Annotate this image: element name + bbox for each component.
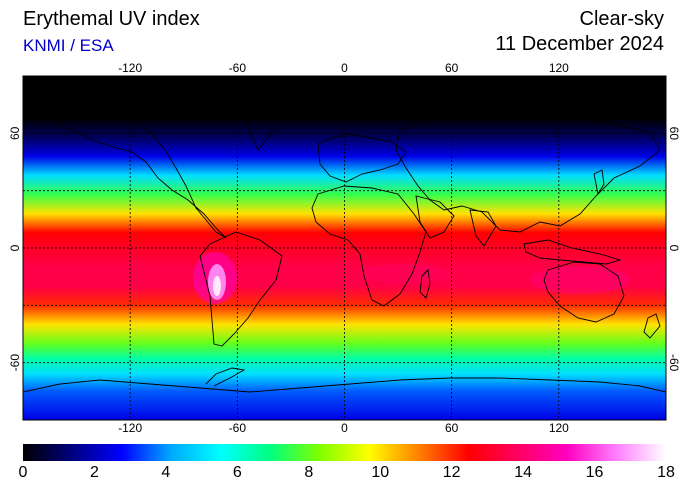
colorbar-tick-label: 4 [161,464,171,481]
latitude-labels-left: 60 0 -60 [8,126,22,371]
longitude-tick-label: 120 [549,61,569,75]
indonesia-coast [523,239,622,265]
longitude-tick-label: 60 [445,421,459,435]
madagascar-coast [419,269,431,299]
south-america-coast [199,231,283,347]
colorbar-tick-label: 16 [585,464,604,481]
colorbar-tick-label: 12 [442,464,461,481]
india-coast [469,209,497,247]
australia-coast [543,261,625,323]
map-title: Erythemal UV index [23,8,200,30]
andes-peak-uv [213,276,221,296]
colorbar-tick-label: 18 [657,464,675,481]
africa-high-uv [359,264,451,284]
latitude-labels-right: 60 0 -60 [667,127,681,372]
longitude-tick-label: -60 [229,61,247,75]
colorbar-tick-label: 6 [232,464,242,481]
japan-coast [593,169,605,196]
colorbar [23,444,666,461]
greenland-coast [239,85,301,151]
antarctica-coast [23,377,666,393]
longitude-tick-label: -120 [118,61,142,75]
longitude-tick-label: -60 [229,421,247,435]
latitude-tick-label: 60 [8,126,22,140]
graticule [23,76,666,420]
colorbar-tick-label: 0 [18,464,28,481]
latitude-tick-label: -60 [667,354,681,372]
data-source: KNMI / ESA [23,36,114,55]
sky-mode: Clear-sky [579,8,664,30]
europe-coast [317,133,407,183]
australia-high-uv [530,266,630,294]
map-panel [22,75,667,421]
map-date: 11 December 2024 [495,33,664,55]
map-frame [22,75,667,421]
colorbar-tick-label: 10 [371,464,390,481]
new-zealand-coast [643,313,661,339]
longitude-tick-label: 60 [445,61,459,75]
longitude-labels-top: -120 -60 0 60 120 [118,61,569,75]
antarctic-peninsula-coast [205,367,246,387]
arabia-coast [415,195,455,239]
latitude-tick-label: 60 [667,127,681,141]
longitude-tick-label: 0 [341,61,348,75]
longitude-tick-label: -120 [118,421,142,435]
colorbar-tick-label: 8 [304,464,314,481]
longitude-tick-label: 0 [341,421,348,435]
uv-hotspots [193,252,630,304]
latitude-tick-label: 0 [667,245,681,252]
north-america-coast [51,111,227,239]
latitude-tick-label: -60 [8,354,22,372]
longitude-tick-label: 120 [549,421,569,435]
latitude-tick-label: 0 [8,244,22,251]
colorbar-tick-label: 2 [89,464,99,481]
coastlines [23,85,666,393]
africa-coast [311,185,427,307]
longitude-labels-bottom: -120 -60 0 60 120 [118,421,569,435]
asia-coast [395,109,661,233]
colorbar-tick-label: 14 [514,464,533,481]
